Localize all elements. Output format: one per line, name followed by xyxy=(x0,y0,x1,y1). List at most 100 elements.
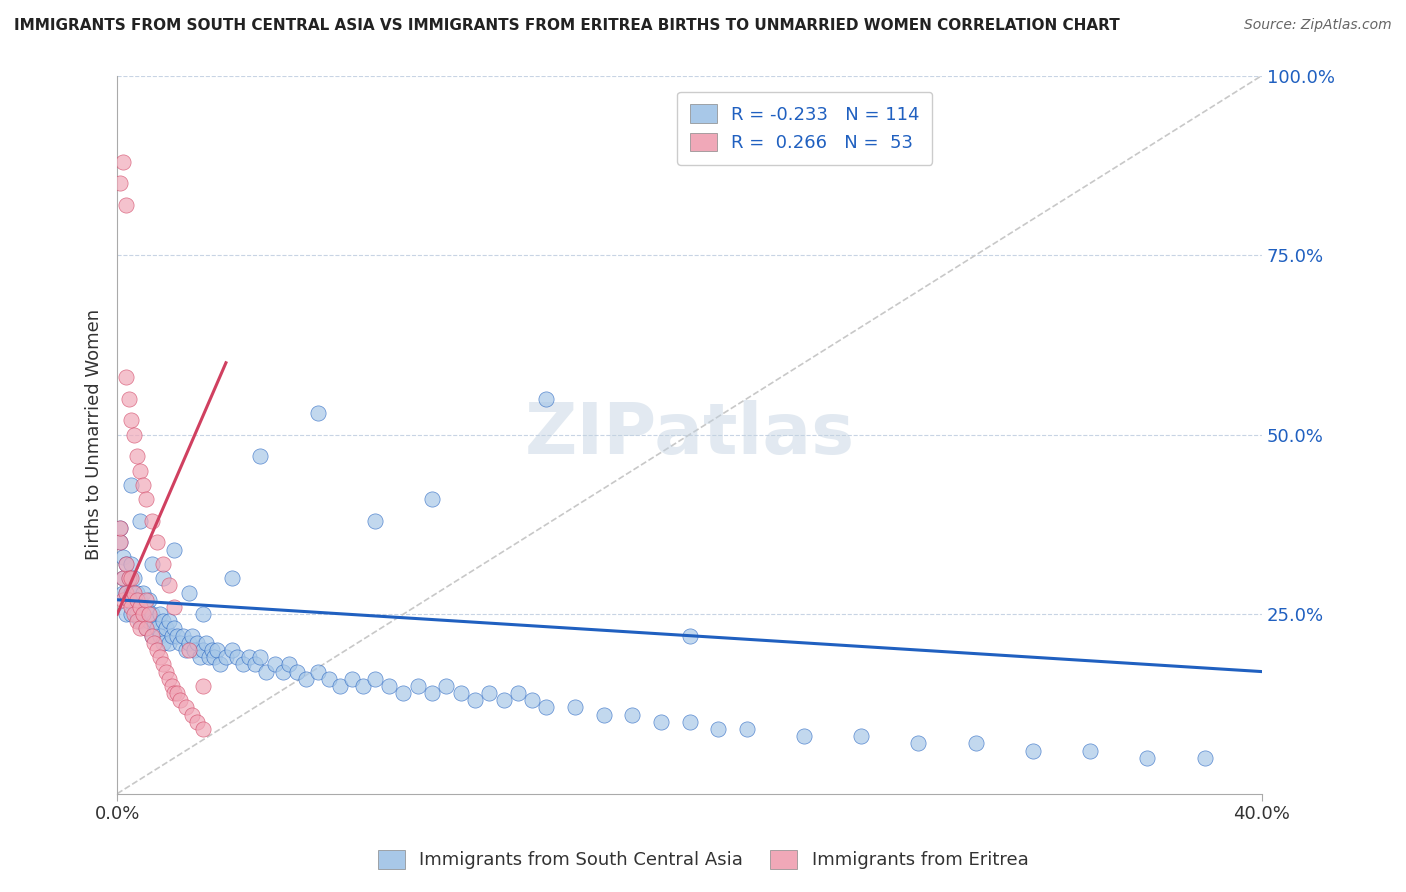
Point xyxy=(169,693,191,707)
Point xyxy=(149,650,172,665)
Point xyxy=(177,636,200,650)
Point xyxy=(243,657,266,672)
Point xyxy=(141,629,163,643)
Point xyxy=(121,599,143,614)
Point xyxy=(191,643,214,657)
Point xyxy=(434,679,457,693)
Point xyxy=(194,636,217,650)
Point xyxy=(364,514,387,528)
Point xyxy=(166,686,188,700)
Point xyxy=(204,650,226,665)
Point xyxy=(166,629,188,643)
Point xyxy=(188,650,211,665)
Point xyxy=(108,535,131,549)
Point xyxy=(851,729,873,743)
Point xyxy=(1194,751,1216,765)
Point xyxy=(114,557,136,571)
Point xyxy=(129,622,152,636)
Point xyxy=(124,585,146,599)
Point xyxy=(135,622,157,636)
Point xyxy=(111,549,134,564)
Point xyxy=(114,607,136,621)
Point xyxy=(114,370,136,384)
Point xyxy=(186,636,208,650)
Point xyxy=(197,650,219,665)
Point xyxy=(215,650,238,665)
Point xyxy=(111,571,134,585)
Point xyxy=(329,679,352,693)
Point xyxy=(114,557,136,571)
Point xyxy=(146,622,169,636)
Legend: Immigrants from South Central Asia, Immigrants from Eritrea: Immigrants from South Central Asia, Immi… xyxy=(368,841,1038,879)
Point xyxy=(141,629,163,643)
Point xyxy=(450,686,472,700)
Point xyxy=(111,571,134,585)
Point xyxy=(232,657,254,672)
Point xyxy=(249,449,271,463)
Point xyxy=(174,643,197,657)
Point xyxy=(238,650,260,665)
Point xyxy=(124,592,146,607)
Point xyxy=(141,607,163,621)
Point xyxy=(129,599,152,614)
Point xyxy=(135,592,157,607)
Point xyxy=(157,578,180,592)
Point xyxy=(965,736,987,750)
Point xyxy=(201,643,224,657)
Point xyxy=(152,615,174,629)
Point xyxy=(121,413,143,427)
Point xyxy=(183,643,205,657)
Text: IMMIGRANTS FROM SOUTH CENTRAL ASIA VS IMMIGRANTS FROM ERITREA BIRTHS TO UNMARRIE: IMMIGRANTS FROM SOUTH CENTRAL ASIA VS IM… xyxy=(14,18,1119,33)
Point xyxy=(263,657,285,672)
Point xyxy=(160,679,183,693)
Point xyxy=(121,607,143,621)
Point xyxy=(157,636,180,650)
Point xyxy=(169,636,191,650)
Point xyxy=(146,535,169,549)
Point xyxy=(127,585,149,599)
Point xyxy=(793,729,815,743)
Point xyxy=(186,714,208,729)
Point xyxy=(138,615,160,629)
Point xyxy=(420,492,443,507)
Point xyxy=(564,700,586,714)
Point xyxy=(111,592,134,607)
Point xyxy=(249,650,271,665)
Point xyxy=(108,176,131,190)
Point xyxy=(907,736,929,750)
Point xyxy=(221,571,243,585)
Point xyxy=(117,392,139,406)
Point xyxy=(135,492,157,507)
Point xyxy=(124,571,146,585)
Point xyxy=(108,535,131,549)
Point xyxy=(707,722,730,736)
Point xyxy=(152,657,174,672)
Point xyxy=(127,592,149,607)
Point xyxy=(492,693,515,707)
Point xyxy=(121,571,143,585)
Point xyxy=(163,686,186,700)
Text: Source: ZipAtlas.com: Source: ZipAtlas.com xyxy=(1244,18,1392,32)
Point xyxy=(307,665,329,679)
Legend: R = -0.233   N = 114, R =  0.266   N =  53: R = -0.233 N = 114, R = 0.266 N = 53 xyxy=(678,92,932,165)
Point xyxy=(352,679,374,693)
Point xyxy=(678,714,700,729)
Point xyxy=(1022,743,1045,757)
Point xyxy=(143,615,166,629)
Point xyxy=(650,714,672,729)
Point xyxy=(129,463,152,477)
Point xyxy=(735,722,758,736)
Y-axis label: Births to Unmarried Women: Births to Unmarried Women xyxy=(86,309,103,560)
Point xyxy=(132,607,155,621)
Point xyxy=(1078,743,1101,757)
Point xyxy=(277,657,299,672)
Point xyxy=(143,636,166,650)
Point xyxy=(172,629,194,643)
Point xyxy=(138,607,160,621)
Point xyxy=(155,622,177,636)
Point xyxy=(121,585,143,599)
Point xyxy=(111,585,134,599)
Point xyxy=(226,650,249,665)
Point xyxy=(129,514,152,528)
Point xyxy=(129,592,152,607)
